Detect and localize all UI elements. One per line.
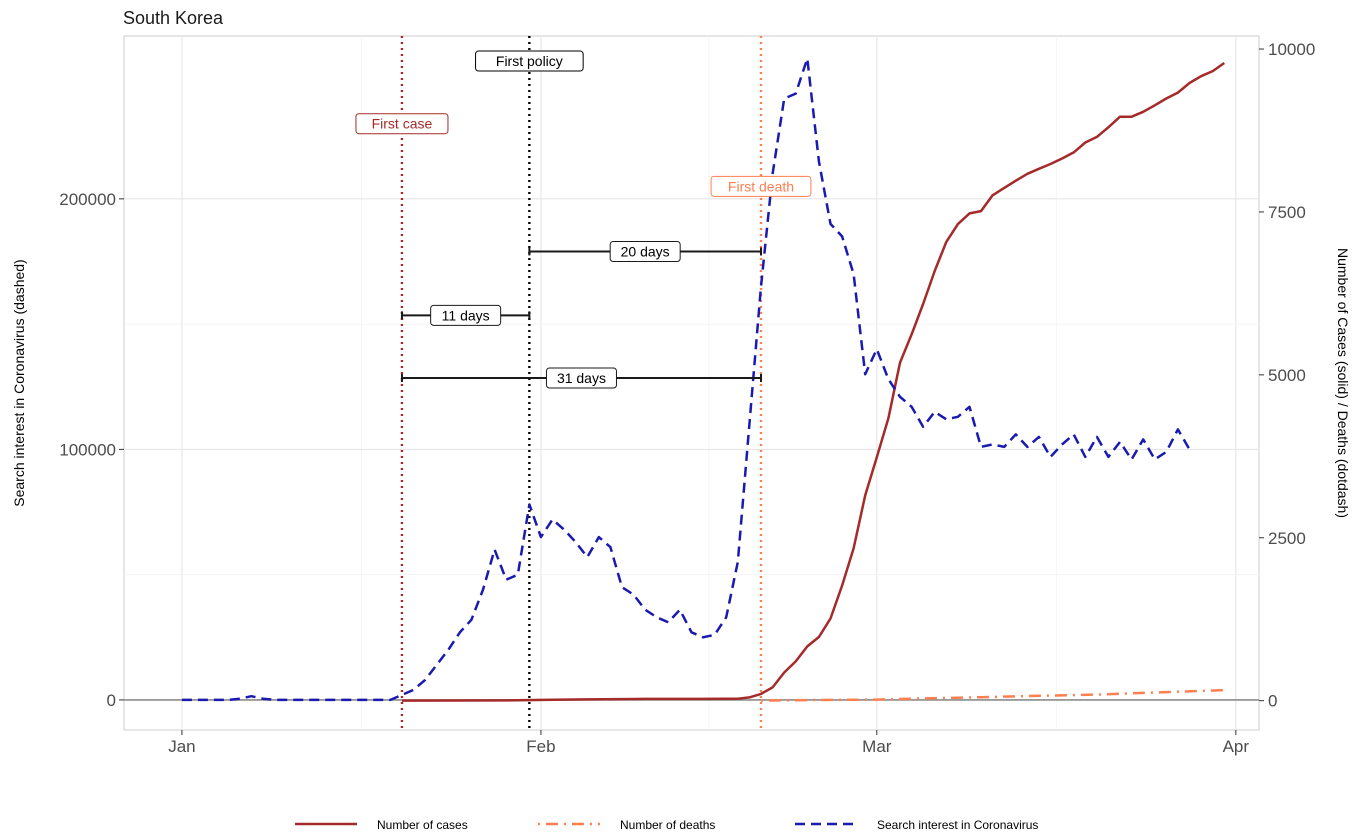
x-tick-label: Jan <box>168 737 195 756</box>
y-left-tick-label: 100000 <box>59 440 116 459</box>
y-left-tick-label: 0 <box>107 691 116 710</box>
plot-panel-border <box>123 35 1260 731</box>
event-label-box <box>710 175 812 197</box>
span-label: 31 days <box>557 370 606 386</box>
event-label-box <box>355 113 449 135</box>
y-right-tick-label: 7500 <box>1268 203 1306 222</box>
x-tick-label: Apr <box>1223 737 1250 756</box>
y-left-tick-label: 200000 <box>59 190 116 209</box>
x-tick-label: Feb <box>526 737 555 756</box>
annotations: 20 days 11 days 31 days First case First pol… <box>355 50 812 389</box>
span-label: 11 days <box>442 307 490 323</box>
series-line <box>181 57 1191 702</box>
legend: Number of cases Number of deaths Search in… <box>295 818 1038 832</box>
x-tick-label: Mar <box>862 737 892 756</box>
reference-lines <box>400 36 763 730</box>
legend-label: Number of deaths <box>620 818 715 832</box>
event-label: First policy <box>496 53 563 69</box>
span-label-box <box>545 367 617 389</box>
event-label: First case <box>372 116 433 132</box>
y-right-tick-label: 0 <box>1268 692 1277 711</box>
y-right-tick-label: 10000 <box>1268 40 1315 59</box>
y-left-axis-title: Search interest in Coronavirus (dashed) <box>11 259 27 506</box>
chart-title: South Korea <box>123 8 224 28</box>
series-line <box>760 688 1225 702</box>
axes: Jan Feb Mar Apr 0 100000 200000 0 2500 5000 7500 10… <box>59 40 1315 756</box>
y-right-tick-label: 2500 <box>1268 529 1306 548</box>
y-right-tick-label: 5000 <box>1268 366 1306 385</box>
legend-label: Search interest in Coronavirus <box>877 818 1038 832</box>
span-label-box <box>609 240 681 262</box>
event-label-box <box>475 50 584 72</box>
span-label: 20 days <box>621 243 670 259</box>
span-label-box <box>430 304 502 326</box>
series-line <box>401 61 1226 702</box>
y-right-axis-title: Number of Cases (solid) / Deaths (dotdas… <box>1335 248 1351 518</box>
event-label: First death <box>728 178 794 194</box>
data-series <box>181 57 1226 702</box>
legend-label: Number of cases <box>377 818 468 832</box>
